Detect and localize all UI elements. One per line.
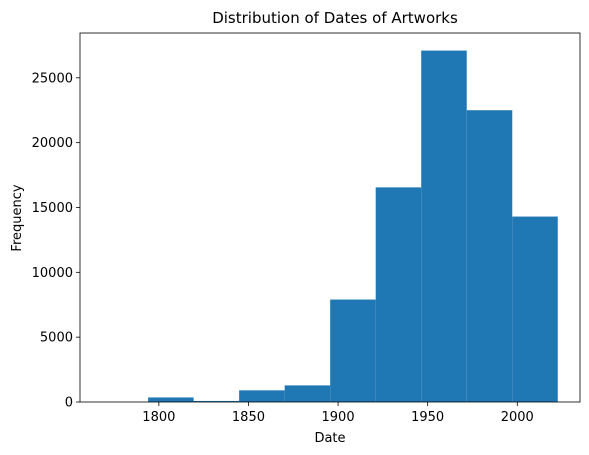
plot-frame bbox=[79, 32, 581, 403]
x-tick-label: 1900 bbox=[322, 410, 355, 425]
x-tick-label: 2000 bbox=[501, 410, 534, 425]
y-tick-label: 5000 bbox=[40, 331, 73, 346]
y-tick-label: 20000 bbox=[32, 136, 73, 151]
bars-layer bbox=[148, 50, 558, 402]
histogram-bar bbox=[148, 397, 194, 402]
y-tick-label: 15000 bbox=[32, 201, 73, 216]
histogram-bar bbox=[239, 390, 285, 402]
histogram-bar bbox=[512, 216, 558, 402]
histogram-bar bbox=[330, 299, 376, 402]
y-tick-label: 10000 bbox=[32, 266, 73, 281]
chart-title: Distribution of Dates of Artworks bbox=[212, 9, 458, 27]
x-tick-label: 1950 bbox=[411, 410, 444, 425]
y-axis-ticks: 0 5000 10000 15000 20000 25000 bbox=[32, 71, 80, 411]
y-axis-title: Frequency bbox=[10, 184, 25, 251]
histogram-bar bbox=[421, 50, 467, 402]
x-tick-label: 1850 bbox=[232, 410, 265, 425]
x-axis-ticks: 1800 1850 1900 1950 2000 bbox=[142, 402, 534, 425]
x-tick-label: 1800 bbox=[142, 410, 175, 425]
y-tick-label: 25000 bbox=[32, 71, 73, 86]
histogram-bar bbox=[193, 400, 240, 402]
histogram-bar bbox=[375, 187, 422, 402]
y-tick-label: 0 bbox=[65, 396, 73, 411]
x-axis-title: Date bbox=[314, 431, 345, 446]
histogram-bar bbox=[284, 385, 331, 402]
histogram-bar bbox=[466, 110, 513, 402]
